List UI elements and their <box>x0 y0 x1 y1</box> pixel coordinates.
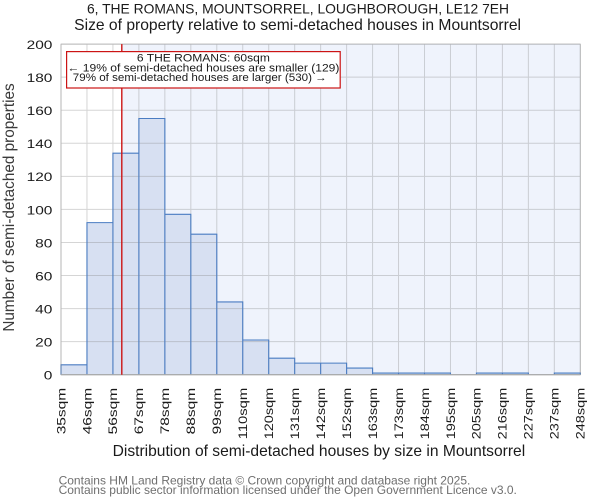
svg-text:110sqm: 110sqm <box>236 388 250 440</box>
svg-text:← 19% of semi-detached houses: ← 19% of semi-detached houses are smalle… <box>67 63 339 75</box>
svg-text:120sqm: 120sqm <box>262 388 276 440</box>
svg-text:35sqm: 35sqm <box>54 388 68 435</box>
svg-text:60: 60 <box>35 269 52 283</box>
svg-text:40: 40 <box>35 302 52 316</box>
svg-text:20: 20 <box>35 336 52 350</box>
svg-text:80: 80 <box>35 236 52 250</box>
svg-text:100: 100 <box>27 203 53 217</box>
svg-text:Size of property relative to s: Size of property relative to semi-detach… <box>74 17 521 34</box>
svg-text:195sqm: 195sqm <box>444 388 458 440</box>
svg-text:Distribution of semi-detached: Distribution of semi-detached houses by … <box>113 443 526 460</box>
svg-text:78sqm: 78sqm <box>158 388 172 435</box>
svg-text:99sqm: 99sqm <box>210 388 224 435</box>
svg-text:56sqm: 56sqm <box>106 388 120 435</box>
svg-text:120: 120 <box>27 170 53 184</box>
svg-text:Contains HM Land Registry data: Contains HM Land Registry data © Crown c… <box>59 473 471 487</box>
svg-text:227sqm: 227sqm <box>522 388 536 440</box>
svg-text:205sqm: 205sqm <box>470 388 484 440</box>
svg-text:140: 140 <box>27 137 53 151</box>
svg-text:248sqm: 248sqm <box>574 388 588 440</box>
svg-text:131sqm: 131sqm <box>288 388 302 440</box>
svg-text:200: 200 <box>27 38 53 52</box>
svg-text:0: 0 <box>44 369 53 383</box>
svg-text:Number of semi-detached proper: Number of semi-detached properties <box>1 83 18 332</box>
svg-text:184sqm: 184sqm <box>418 388 432 440</box>
svg-text:6, THE ROMANS, MOUNTSORREL, LO: 6, THE ROMANS, MOUNTSORREL, LOUGHBOROUGH… <box>87 0 509 16</box>
svg-text:180: 180 <box>27 71 53 85</box>
svg-text:Contains public sector informa: Contains public sector information licen… <box>59 483 517 497</box>
svg-text:142sqm: 142sqm <box>314 388 328 440</box>
svg-text:6 THE ROMANS: 60sqm: 6 THE ROMANS: 60sqm <box>137 53 270 65</box>
svg-text:163sqm: 163sqm <box>366 388 380 440</box>
svg-text:79% of semi-detached houses ar: 79% of semi-detached houses are larger (… <box>73 72 327 84</box>
svg-text:160: 160 <box>27 104 53 118</box>
svg-text:67sqm: 67sqm <box>132 388 146 435</box>
svg-text:173sqm: 173sqm <box>392 388 406 440</box>
svg-text:46sqm: 46sqm <box>80 388 94 435</box>
svg-text:237sqm: 237sqm <box>548 388 562 440</box>
svg-text:88sqm: 88sqm <box>184 388 198 435</box>
svg-text:152sqm: 152sqm <box>340 388 354 440</box>
svg-text:216sqm: 216sqm <box>496 388 510 440</box>
